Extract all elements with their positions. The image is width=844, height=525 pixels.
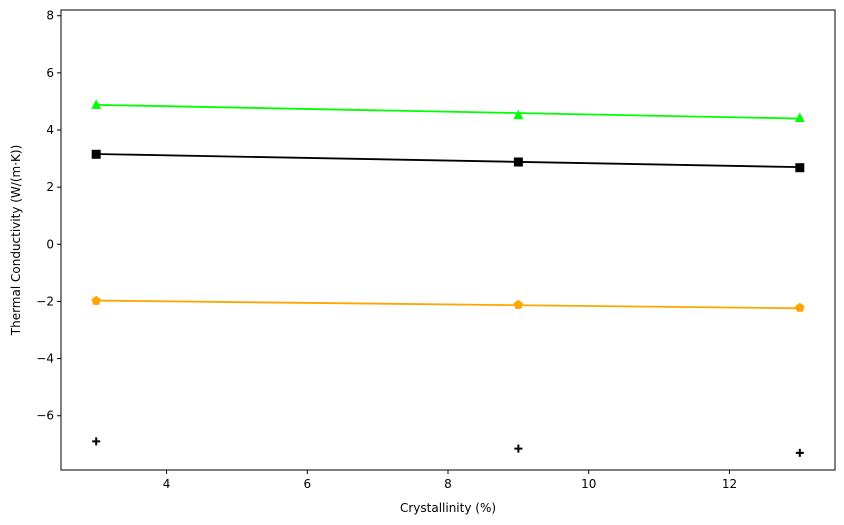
data-point-square (513, 157, 523, 167)
series-line-2 (96, 299, 800, 310)
y-tick-label: −2 (36, 294, 54, 308)
data-point-plus (795, 448, 804, 457)
series-line-1 (96, 153, 800, 169)
y-tick-label: −6 (36, 409, 54, 423)
data-point-pentagon (513, 299, 524, 309)
y-tick-label: 8 (46, 9, 54, 23)
data-point-triangle (794, 112, 805, 122)
y-tick-label: −4 (36, 352, 54, 366)
x-tick-label: 4 (163, 477, 171, 491)
x-tick-label: 6 (303, 477, 311, 491)
data-point-plus (92, 437, 101, 446)
plot-area (61, 10, 835, 470)
x-tick-label: 10 (581, 477, 596, 491)
data-point-square (91, 149, 101, 159)
y-tick-label: 0 (46, 237, 54, 251)
data-point-triangle (513, 109, 524, 120)
data-point-square (795, 163, 805, 173)
data-point-plus (514, 444, 523, 453)
series-line-0 (96, 103, 800, 120)
y-tick-label: 4 (46, 123, 54, 137)
x-tick-label: 12 (722, 477, 737, 491)
data-point-pentagon (795, 302, 805, 312)
data-point-triangle (91, 99, 102, 109)
data-point-pentagon (91, 295, 101, 305)
y-tick-label: 2 (46, 180, 54, 194)
series-layer (91, 99, 805, 457)
y-axis: −6 −4 −2 0 2 4 6 8 (36, 9, 61, 423)
y-tick-label: 6 (46, 66, 54, 80)
x-axis: 4 6 8 10 12 (163, 470, 737, 491)
x-axis-label: Crystallinity (%) (400, 501, 496, 515)
x-tick-label: 8 (444, 477, 452, 491)
y-axis-label: Thermal Conductivity (W/(m·K)) (9, 145, 23, 336)
